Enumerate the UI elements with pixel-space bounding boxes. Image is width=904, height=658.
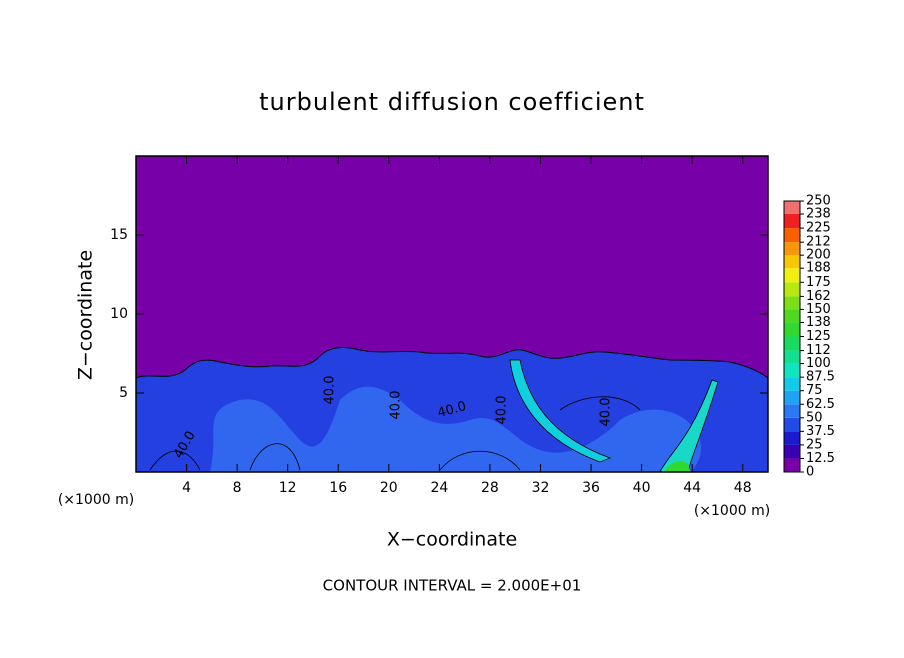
colorbar-segment — [784, 268, 800, 283]
colorbar-segment — [784, 390, 800, 405]
x-tick-label: 36 — [582, 480, 600, 496]
colorbar-label: 138 — [806, 315, 831, 330]
footer-note: CONTOUR INTERVAL = 2.000E+01 — [323, 577, 582, 595]
colorbar-label: 238 — [806, 207, 831, 222]
colorbar-segment — [784, 242, 800, 256]
colorbar-segment — [784, 309, 800, 323]
colorbar-label: 87.5 — [806, 370, 835, 385]
colorbar-label: 37.5 — [806, 424, 835, 439]
colorbar-segment — [784, 336, 800, 351]
colorbar-segment — [784, 444, 800, 459]
contour-label: 40.0 — [495, 396, 510, 425]
colorbar-segment — [784, 377, 800, 391]
x-tick-label: 8 — [233, 480, 242, 496]
colorbar-segment — [784, 214, 800, 229]
colorbar-segment — [784, 255, 800, 269]
colorbar-segment — [784, 322, 800, 337]
x-tick-label: 40 — [633, 480, 651, 496]
colorbar-label: 225 — [806, 221, 831, 236]
colorbar-segment — [784, 431, 800, 445]
colorbar-segment — [784, 296, 800, 310]
contour-label: 40.0 — [389, 391, 404, 420]
colorbar-segment — [784, 417, 800, 432]
field-streak — [509, 359, 612, 463]
colorbar-segment — [784, 228, 800, 243]
contour-label: 40.0 — [323, 376, 338, 405]
colorbar-label: 112 — [806, 343, 831, 358]
colorbar-segment — [784, 404, 800, 418]
x-axis-label: X−coordinate — [387, 529, 517, 551]
colorbar-label: 200 — [806, 248, 831, 263]
x-tick-label: 24 — [430, 480, 448, 496]
contour-label: 40.0 — [599, 398, 614, 427]
x-tick-label: 44 — [683, 480, 701, 496]
x-tick-label: 4 — [182, 480, 191, 496]
field-patch — [664, 461, 690, 472]
colorbar-label: 62.5 — [806, 397, 835, 412]
colorbar-label: 162 — [806, 289, 831, 304]
colorbar-label: 125 — [806, 329, 831, 344]
x-tick-label: 48 — [734, 480, 752, 496]
x-tick-label: 16 — [329, 480, 347, 496]
x-unit-label: (×1000 m) — [58, 492, 134, 508]
colorbar-label: 12.5 — [806, 451, 835, 466]
y-axis-label: Z−coordinate — [75, 250, 97, 380]
colorbar-label: 188 — [806, 261, 831, 276]
colorbar-label: 25 — [806, 437, 823, 452]
contour-line — [149, 396, 641, 471]
x-tick-label: 20 — [380, 480, 398, 496]
colorbar-label: 0 — [806, 465, 814, 480]
colorbar-label: 50 — [806, 410, 823, 425]
colorbar-segment — [784, 363, 800, 378]
colorbar-label: 150 — [806, 302, 831, 317]
colorbar-label: 100 — [806, 356, 831, 371]
x-tick-label: 32 — [532, 480, 550, 496]
colorbar-segment — [784, 201, 800, 215]
colorbar-label: 212 — [806, 235, 831, 250]
y-tick-label: 5 — [119, 385, 128, 401]
chart-title: turbulent diffusion coefficient — [259, 88, 645, 116]
y-tick-label: 15 — [110, 227, 128, 243]
colorbar-label: 250 — [806, 194, 831, 209]
contour-label: 40.0 — [436, 399, 468, 421]
y-tick-label: 10 — [110, 306, 128, 322]
colorbar-label: 175 — [806, 275, 831, 290]
colorbar-segment — [784, 458, 800, 472]
x-unit-label: (×1000 m) — [694, 503, 770, 519]
colorbar-segment — [784, 282, 800, 297]
x-tick-label: 12 — [279, 480, 297, 496]
colorbar-label: 75 — [806, 383, 823, 398]
field-streak — [659, 379, 719, 473]
contour-field — [135, 155, 769, 473]
colorbar-segment — [784, 350, 800, 364]
x-tick-label: 28 — [481, 480, 499, 496]
